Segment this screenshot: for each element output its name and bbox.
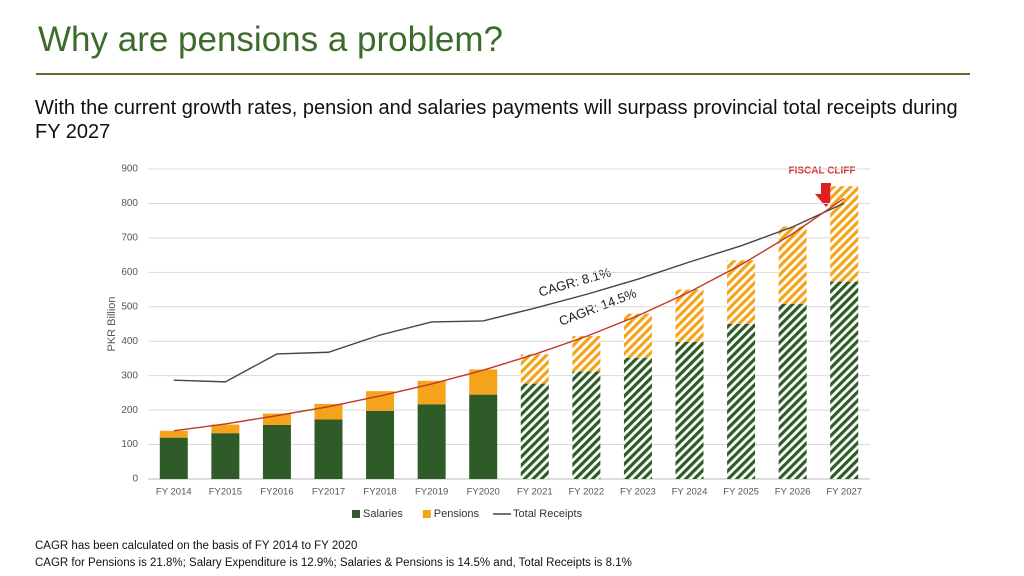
- x-tick-label: FY 2026: [775, 487, 811, 498]
- line: [173, 197, 845, 432]
- y-tick-label: 800: [121, 198, 138, 209]
- y-tick-label: 0: [132, 474, 138, 485]
- bar-segment: [520, 354, 549, 384]
- bar-segment: [675, 289, 704, 342]
- y-tick-label: 200: [121, 405, 138, 416]
- x-tick-label: FY 2014: [156, 487, 192, 498]
- bar-segment: [572, 336, 601, 372]
- bar-segment: [830, 186, 859, 282]
- y-tick-label: 400: [121, 336, 138, 347]
- y-axis-label: PKR Billion: [106, 296, 118, 351]
- bar-segment: [778, 304, 807, 479]
- x-tick-label: FY 2023: [620, 487, 656, 498]
- bar-segment: [727, 324, 756, 479]
- subtitle: With the current growth rates, pension a…: [35, 97, 958, 143]
- footnote: CAGR for Pensions is 21.8%; Salary Expen…: [35, 557, 632, 569]
- legend-swatch: [422, 510, 431, 518]
- bar-segment: [211, 433, 240, 479]
- x-tick-label: FY 2024: [672, 487, 708, 498]
- bar-segment: [159, 430, 188, 438]
- x-tick-label: FY 2022: [568, 487, 604, 498]
- x-tick-label: FY2019: [415, 487, 448, 498]
- bar-segment: [675, 341, 704, 479]
- legend-label: Total Receipts: [513, 508, 583, 520]
- line: [173, 202, 845, 383]
- bar-segment: [262, 424, 291, 479]
- y-tick-label: 100: [121, 439, 138, 450]
- legend-swatch: [352, 510, 360, 518]
- bar-segment: [623, 357, 652, 479]
- x-tick-label: FY2018: [363, 487, 396, 498]
- x-tick-label: FY2015: [209, 487, 242, 498]
- y-tick-label: 900: [121, 164, 138, 175]
- bar-segment: [572, 371, 601, 479]
- legend-label: Salaries: [363, 508, 403, 520]
- bar-segment: [417, 380, 446, 405]
- bar-segment: [623, 313, 652, 358]
- bar-segment: [366, 391, 395, 411]
- legend-label: Pensions: [434, 508, 480, 520]
- x-tick-label: FY2020: [467, 487, 500, 498]
- bar-segment: [262, 413, 291, 425]
- bar-segment: [159, 437, 188, 479]
- slide-title: Why are pensions a problem?: [38, 20, 503, 59]
- bar-segment: [417, 404, 446, 479]
- bar-segment: [469, 394, 498, 479]
- footnotes: CAGR has been calculated on the basis of…: [35, 538, 632, 572]
- bar-segment: [469, 369, 498, 395]
- annotation: CAGR: 8.1%: [537, 264, 613, 299]
- x-tick-label: FY 2021: [517, 487, 553, 498]
- bar-segment: [211, 424, 240, 434]
- bar-segment: [830, 281, 859, 479]
- annotation: FISCAL CLIFF: [788, 166, 855, 177]
- bar-segment: [366, 410, 395, 479]
- cliff-arrow: [815, 183, 837, 207]
- bar-segment: [314, 419, 343, 479]
- y-tick-label: 300: [121, 370, 138, 381]
- bar-segment: [778, 226, 807, 305]
- x-tick-label: FY2016: [260, 487, 293, 498]
- y-tick-label: 700: [121, 233, 138, 244]
- title-rule: [36, 73, 970, 75]
- y-tick-label: 500: [121, 301, 138, 312]
- bar-segment: [727, 260, 756, 324]
- footnote: CAGR has been calculated on the basis of…: [35, 540, 358, 552]
- bar-segment: [520, 383, 549, 479]
- x-tick-label: FY 2025: [723, 487, 759, 498]
- y-tick-label: 600: [121, 267, 138, 278]
- x-tick-label: FY 2027: [826, 487, 862, 498]
- x-tick-label: FY2017: [312, 487, 345, 498]
